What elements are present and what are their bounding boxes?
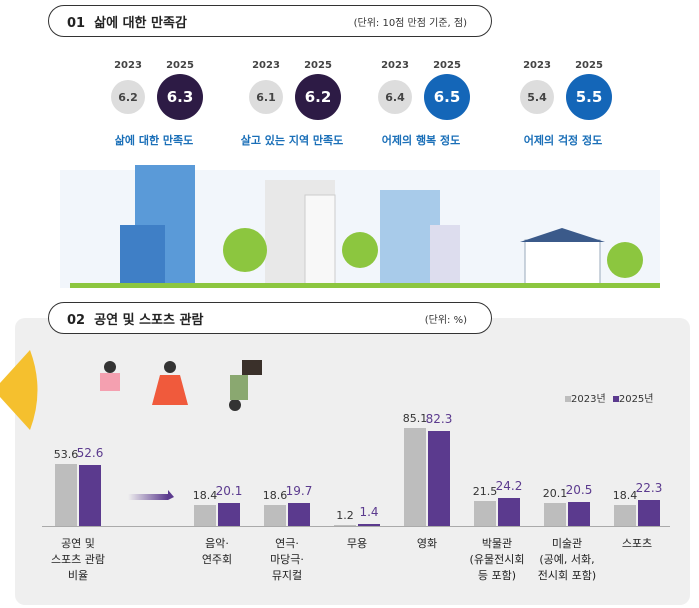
value-label: 20.1	[542, 486, 568, 500]
year-2023: 2023	[114, 60, 142, 71]
bar-2023	[264, 504, 286, 526]
section2-title: 02 공연 및 스포츠 관람	[67, 313, 204, 328]
category-line: 박물관	[481, 537, 513, 550]
arrow-icon	[128, 490, 174, 500]
value-2023-circle: 6.4	[378, 80, 412, 114]
bar-2025	[568, 502, 590, 526]
bar-2025	[288, 503, 310, 526]
legend-2025: 2025년	[618, 394, 654, 405]
value-label: 24.2	[495, 479, 523, 494]
value-label: 21.5	[472, 485, 498, 499]
category-line: (유물전시회	[469, 553, 525, 566]
year-2025: 2025	[304, 60, 332, 71]
stat-label: 어제의 행복 정도	[381, 134, 461, 147]
stat-label: 삶에 대한 만족도	[114, 134, 194, 147]
bar-2023	[544, 502, 566, 526]
value-2025-circle: 6.5	[424, 74, 470, 120]
bar-2023	[334, 524, 356, 526]
value-label: 82.3	[425, 412, 453, 427]
value-2023-circle: 5.4	[520, 80, 554, 114]
value-label: 53.6	[53, 448, 79, 462]
bar-2023	[474, 501, 496, 526]
category-label: 무용	[317, 536, 397, 552]
category-line: 전시회 포함)	[537, 569, 597, 582]
legend-2023: 2023년	[571, 394, 606, 405]
category-line: 뮤지컬	[271, 569, 303, 582]
category-line: 연주회	[201, 553, 233, 566]
category-label: 연극· 마당극· 뮤지컬	[247, 536, 327, 584]
value-label: 85.1	[402, 411, 428, 425]
category-line: 음악·	[205, 537, 229, 550]
category-label: 영화	[387, 536, 467, 552]
value-label: 20.1	[215, 483, 243, 498]
value-label: 19.7	[285, 484, 313, 499]
section1-header: 01 삶에 대한 만족감 (단위: 10점 만점 기준, 점)	[48, 5, 492, 37]
baseline	[42, 526, 670, 527]
bar-2023	[614, 504, 636, 526]
value-label: 22.3	[635, 481, 663, 496]
bar-2025	[638, 500, 660, 526]
bar-2025	[498, 498, 520, 526]
category-line: 스포츠	[621, 537, 653, 550]
value-label: 18.6	[262, 488, 288, 502]
year-2023: 2023	[523, 60, 551, 71]
category-line: 등 포함)	[477, 569, 517, 582]
category-line: (공예, 서화,	[539, 553, 595, 566]
bar-2025	[358, 524, 380, 526]
category-line: 비율	[67, 569, 89, 582]
category-line: 공연 및	[61, 537, 95, 550]
value-2025-circle: 5.5	[566, 74, 612, 120]
section2-unit: (단위: %)	[424, 315, 467, 326]
value-2023-circle: 6.1	[249, 80, 283, 114]
category-line: 영화	[416, 537, 438, 550]
year-2025: 2025	[166, 60, 194, 71]
year-2025: 2025	[575, 60, 603, 71]
value-2025-circle: 6.3	[157, 74, 203, 120]
year-2023: 2023	[381, 60, 409, 71]
stat-label: 어제의 걱정 정도	[523, 134, 603, 147]
year-2023: 2023	[252, 60, 280, 71]
section2-panel	[15, 318, 690, 605]
bar-2025	[79, 465, 101, 526]
category-label: 음악· 연주회	[177, 536, 257, 568]
dancers-illustration	[100, 360, 262, 411]
category-line: 무용	[346, 537, 368, 550]
bar-2025	[218, 502, 240, 526]
section1-unit: (단위: 10점 만점 기준, 점)	[353, 18, 467, 29]
category-label: 미술관 (공예, 서화, 전시회 포함)	[527, 536, 607, 584]
bar-2023	[404, 427, 426, 526]
section2-header: 02 공연 및 스포츠 관람 (단위: %)	[48, 302, 492, 334]
bar-2025	[428, 431, 450, 526]
value-label: 1.2	[336, 508, 354, 522]
category-line: 미술관	[551, 537, 583, 550]
value-2025-circle: 6.2	[295, 74, 341, 120]
year-2025: 2025	[433, 60, 461, 71]
trumpet-icon	[0, 350, 38, 430]
city-illustration	[60, 165, 660, 288]
value-label: 18.4	[612, 488, 638, 502]
category-line: 스포츠 관람	[50, 553, 106, 566]
category-line: 연극·	[275, 537, 299, 550]
bar-2023	[194, 504, 216, 526]
value-2023-circle: 6.2	[111, 80, 145, 114]
bar-2023	[55, 464, 77, 526]
value-label: 18.4	[192, 488, 218, 502]
value-label: 20.5	[565, 483, 593, 498]
category-line: 마당극·	[270, 553, 304, 566]
value-label: 1.4	[359, 505, 379, 520]
section1-title: 01 삶에 대한 만족감	[67, 16, 187, 31]
category-label: 스포츠	[597, 536, 677, 552]
stat-label: 살고 있는 지역 만족도	[240, 134, 344, 147]
chart-legend: 2023년 2025년	[565, 390, 654, 405]
value-label: 52.6	[76, 446, 104, 461]
